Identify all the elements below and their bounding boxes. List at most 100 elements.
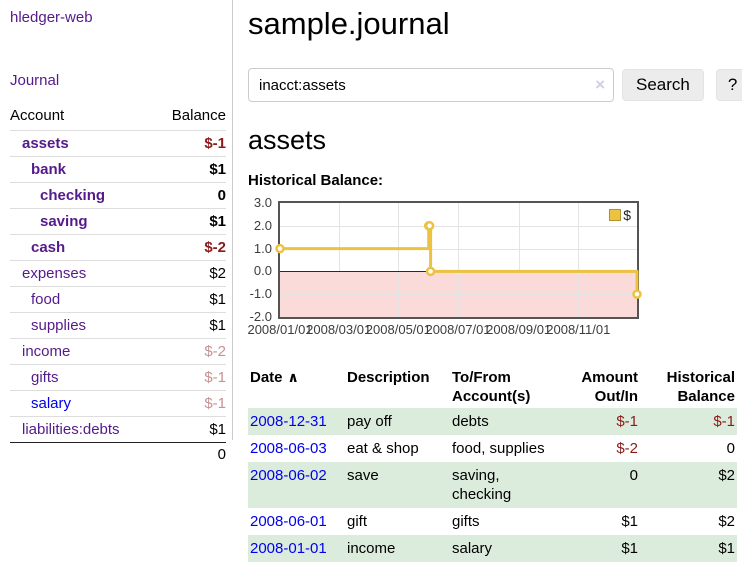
account-balance: $-1 bbox=[154, 390, 226, 417]
account-link-expenses[interactable]: expenses bbox=[22, 265, 87, 282]
gridline-vertical bbox=[518, 203, 520, 317]
transaction-amount: $-1 bbox=[616, 413, 638, 430]
sidebar-account-cash: cash $-2 bbox=[10, 234, 226, 261]
sidebar-account-saving: saving $1 bbox=[10, 208, 226, 235]
chart-title: Historical Balance: bbox=[248, 172, 384, 189]
header-description: Description bbox=[347, 369, 430, 386]
account-link-supplies[interactable]: supplies bbox=[31, 317, 87, 334]
balance-column-header: Balance bbox=[154, 107, 226, 131]
data-point-marker bbox=[275, 243, 285, 254]
account-link-bank[interactable]: bank bbox=[31, 161, 67, 178]
x-axis-tick: 2008/05/01 bbox=[365, 322, 431, 337]
transaction-balance: $1 bbox=[718, 540, 735, 557]
sidebar-account-salary: salary $-1 bbox=[10, 390, 226, 417]
accounts-table: Account Balance assets $-1 bank $1 check… bbox=[10, 107, 226, 467]
account-link-liabilities-debts[interactable]: liabilities:debts bbox=[22, 421, 120, 438]
account-link-saving[interactable]: saving bbox=[40, 213, 88, 230]
sidebar-account-assets: assets $-1 bbox=[10, 130, 226, 157]
gridline-horizontal bbox=[280, 225, 637, 227]
x-axis-tick: 2008/07/01 bbox=[425, 322, 491, 337]
y-axis-tick: 3.0 bbox=[253, 195, 272, 210]
transaction-description: eat & shop bbox=[347, 440, 419, 457]
transaction-amount: 0 bbox=[629, 467, 638, 484]
register-row: 2008-01-01 income salary $1 $1 bbox=[248, 535, 737, 562]
transaction-date-link[interactable]: 2008-06-02 bbox=[250, 467, 327, 484]
gridline-horizontal bbox=[280, 294, 637, 296]
transaction-date-link[interactable]: 2008-12-31 bbox=[250, 413, 327, 430]
register-row: 2008-06-01 gift gifts $1 $2 bbox=[248, 508, 737, 535]
chart-legend: $ bbox=[607, 206, 633, 224]
account-link-assets[interactable]: assets bbox=[22, 135, 69, 152]
transaction-accounts: gifts bbox=[452, 513, 480, 530]
account-link-salary[interactable]: salary bbox=[31, 395, 72, 412]
account-balance: $-2 bbox=[154, 234, 226, 261]
legend-swatch bbox=[609, 209, 622, 221]
gridline-vertical bbox=[458, 203, 459, 317]
register-header-row: Date ∧ Description To/From Account(s) Amou… bbox=[248, 366, 737, 408]
sidebar-account-food: food $1 bbox=[10, 286, 226, 313]
account-balance: $1 bbox=[209, 421, 226, 438]
nav-journal-link[interactable]: Journal bbox=[10, 72, 60, 89]
header-amount: Amount Out/In bbox=[581, 369, 638, 405]
register-row: 2008-06-03 eat & shop food, supplies $-2… bbox=[248, 435, 737, 462]
y-axis-tick: 2.0 bbox=[253, 217, 272, 233]
sidebar-account-supplies: supplies $1 bbox=[10, 312, 226, 339]
sidebar-account-bank: bank $1 bbox=[10, 156, 226, 183]
search-help-button[interactable]: ? bbox=[715, 69, 742, 101]
y-axis-tick: -1.0 bbox=[249, 286, 272, 302]
register-row: 2008-12-31 pay off debts $-1 $-1 bbox=[248, 408, 737, 435]
transaction-date-link[interactable]: 2008-01-01 bbox=[250, 540, 327, 557]
accounts-total-value: 0 bbox=[154, 442, 226, 467]
data-point-marker bbox=[424, 221, 435, 231]
transaction-accounts: saving, checking bbox=[452, 467, 512, 503]
search-form: × Search ? bbox=[248, 68, 742, 102]
header-tofrom-accounts: To/From Account(s) bbox=[452, 369, 531, 405]
chart-plot-area: $ bbox=[275, 201, 642, 319]
x-axis-tick: 2008/09/01 bbox=[486, 322, 552, 337]
account-balance: $-2 bbox=[154, 338, 226, 365]
transaction-balance: 0 bbox=[726, 440, 735, 457]
transaction-amount: $1 bbox=[621, 540, 638, 557]
transaction-amount: $1 bbox=[621, 513, 638, 530]
legend-label: $ bbox=[623, 207, 631, 223]
register-row: 2008-06-02 save saving, checking 0 $2 bbox=[248, 462, 737, 508]
account-balance: $1 bbox=[154, 156, 226, 183]
search-input[interactable] bbox=[248, 68, 614, 102]
brand-link[interactable]: hledger-web bbox=[10, 9, 93, 26]
search-button[interactable]: Search bbox=[622, 69, 704, 101]
nav: Journal bbox=[10, 72, 226, 90]
y-axis-tick: 1.0 bbox=[253, 240, 272, 256]
data-point-marker bbox=[632, 289, 642, 299]
account-link-checking[interactable]: checking bbox=[40, 187, 106, 204]
account-balance: $1 bbox=[154, 286, 226, 313]
sidebar-account-gifts: gifts $-1 bbox=[10, 364, 226, 391]
account-link-income[interactable]: income bbox=[22, 343, 71, 360]
account-balance: $-1 bbox=[154, 130, 226, 157]
transaction-description: income bbox=[347, 540, 396, 557]
account-balance: $1 bbox=[154, 312, 226, 339]
accounts-total-row: 0 bbox=[10, 442, 226, 467]
main-content: sample.journal × Search ? assets Histori… bbox=[247, 0, 742, 562]
chart-series-svg bbox=[275, 221, 642, 299]
transaction-date-link[interactable]: 2008-06-03 bbox=[250, 440, 327, 457]
transaction-date-link[interactable]: 2008-06-01 bbox=[250, 513, 327, 530]
account-link-food[interactable]: food bbox=[31, 291, 61, 308]
data-point-marker bbox=[425, 266, 436, 277]
y-axis-tick: 0.0 bbox=[253, 263, 272, 279]
account-balance: $-1 bbox=[154, 364, 226, 391]
transaction-accounts: salary bbox=[452, 540, 493, 557]
account-link-cash[interactable]: cash bbox=[31, 239, 66, 256]
transaction-balance: $2 bbox=[718, 513, 735, 530]
header-date[interactable]: Date ∧ bbox=[250, 369, 299, 386]
account-balance: $1 bbox=[154, 208, 226, 235]
account-link-gifts[interactable]: gifts bbox=[31, 369, 59, 386]
sidebar: hledger-web Journal Account Balance asse… bbox=[0, 0, 233, 467]
sidebar-account-expenses: expenses $2 bbox=[10, 260, 226, 287]
x-axis-tick: 2008/03/01 bbox=[306, 322, 372, 337]
account-heading: assets bbox=[248, 125, 327, 155]
y-axis-tick: -2.0 bbox=[249, 309, 272, 324]
gridline-vertical bbox=[338, 203, 340, 317]
account-column-header: Account bbox=[10, 107, 155, 131]
gridline-vertical bbox=[398, 203, 400, 317]
clear-search-icon[interactable]: × bbox=[595, 75, 605, 94]
